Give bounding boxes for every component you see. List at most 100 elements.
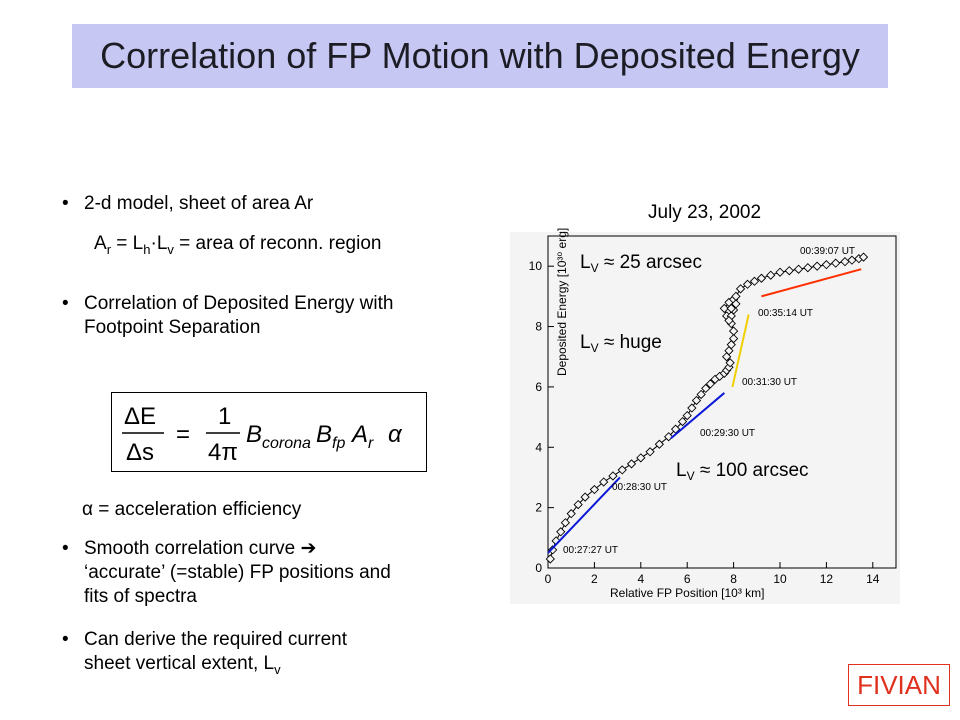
slide-title: Correlation of FP Motion with Deposited … bbox=[100, 35, 860, 76]
data-point bbox=[696, 389, 706, 400]
data-point bbox=[677, 416, 688, 427]
data-point bbox=[556, 527, 566, 537]
formula-b: B bbox=[246, 421, 262, 448]
formula-eq: = bbox=[176, 421, 190, 448]
fit-line bbox=[670, 392, 725, 439]
chart-points bbox=[545, 252, 869, 564]
data-point bbox=[793, 264, 804, 274]
data-point bbox=[803, 263, 813, 273]
formula-a-sub: r bbox=[368, 435, 374, 452]
formula-lhs-num: ΔE bbox=[124, 403, 156, 430]
x-tick-label: 8 bbox=[730, 572, 737, 586]
y-tick-label: 8 bbox=[535, 320, 542, 334]
data-point bbox=[766, 270, 776, 280]
formula-b2: B bbox=[316, 421, 332, 448]
formula-frac-num: 1 bbox=[218, 403, 231, 430]
plot-frame bbox=[547, 235, 897, 569]
data-point bbox=[705, 379, 716, 389]
x-tick-label: 4 bbox=[637, 572, 644, 586]
data-point bbox=[728, 326, 739, 336]
title-band: Correlation of FP Motion with Deposited … bbox=[72, 24, 888, 88]
data-point bbox=[589, 484, 600, 495]
lv-annotation-2: LV ≈ huge bbox=[580, 332, 662, 355]
data-point bbox=[608, 471, 618, 481]
time-label-4: 00:29:30 UT bbox=[700, 428, 755, 439]
data-point bbox=[812, 261, 822, 271]
fit-line bbox=[731, 314, 750, 388]
y-tick-label: 2 bbox=[535, 501, 542, 515]
formula-b-sub2: fp bbox=[332, 435, 345, 452]
data-point bbox=[719, 303, 729, 314]
chart-fit-lines bbox=[547, 268, 862, 554]
x-axis-label: Relative FP Position [10³ km] bbox=[610, 586, 765, 600]
data-point bbox=[545, 554, 555, 564]
data-point bbox=[664, 432, 674, 442]
y-tick-label: 4 bbox=[535, 440, 542, 454]
fit-line bbox=[547, 476, 621, 554]
data-point bbox=[691, 395, 702, 406]
formula-b-sub1: corona bbox=[262, 435, 311, 452]
data-point bbox=[831, 258, 841, 268]
alpha-definition: α = acceleration efficiency bbox=[82, 499, 302, 520]
data-point bbox=[847, 255, 857, 265]
x-tick-label: 0 bbox=[545, 572, 552, 586]
data-point bbox=[784, 266, 794, 276]
data-point bbox=[724, 315, 734, 326]
chart-title: July 23, 2002 bbox=[648, 202, 762, 223]
bullet-1-text: 2-d model, sheet of area Ar bbox=[84, 193, 314, 214]
bullet-1-sub: Ar = Lh·Lv = area of reconn. region bbox=[94, 233, 382, 257]
data-point bbox=[654, 439, 664, 449]
x-tick-label: 10 bbox=[773, 572, 787, 586]
data-point bbox=[701, 383, 711, 394]
data-point bbox=[858, 252, 869, 262]
fivian-badge: FIVIAN bbox=[848, 664, 950, 706]
y-tick-label: 6 bbox=[535, 380, 542, 394]
data-point bbox=[636, 453, 646, 463]
data-point bbox=[566, 509, 576, 519]
data-point bbox=[722, 352, 732, 362]
chart-labels: Deposited Energy [10³⁰ erg] Relative FP … bbox=[555, 228, 855, 600]
data-point bbox=[728, 333, 739, 344]
fit-line bbox=[761, 268, 862, 298]
time-label-3: 00:31:30 UT bbox=[742, 377, 797, 388]
formula-box: ΔE Δs = 1 4π B corona B fp A r α bbox=[111, 392, 427, 472]
y-tick-label: 0 bbox=[535, 561, 542, 575]
data-point bbox=[775, 267, 785, 277]
x-tick-label: 14 bbox=[866, 572, 880, 586]
data-point bbox=[742, 279, 753, 289]
data-point bbox=[735, 284, 746, 294]
formula-lhs-den: Δs bbox=[126, 439, 154, 466]
data-point bbox=[580, 492, 590, 502]
time-label-2: 00:35:14 UT bbox=[758, 308, 813, 319]
time-label-1: 00:39:07 UT bbox=[800, 246, 855, 257]
data-point bbox=[840, 257, 850, 267]
data-point bbox=[573, 499, 583, 510]
data-point bbox=[599, 477, 609, 487]
data-point bbox=[687, 403, 697, 413]
chart-panel bbox=[510, 232, 900, 604]
time-label-6: 00:27:27 UT bbox=[563, 545, 618, 556]
time-label-5: 00:28:30 UT bbox=[612, 482, 667, 493]
formula-frac-den: 4π bbox=[208, 439, 238, 466]
data-point bbox=[726, 303, 736, 314]
x-tick-label: 6 bbox=[684, 572, 691, 586]
chart-axes: 0 2 4 6 8 10 12 14 0 2 4 6 8 10 bbox=[529, 235, 897, 586]
lv-annotation-3: LV ≈ 100 arcsec bbox=[676, 460, 809, 483]
data-point bbox=[548, 545, 558, 555]
data-point bbox=[756, 273, 767, 283]
data-point bbox=[626, 459, 637, 469]
data-point bbox=[645, 447, 655, 457]
data-point bbox=[682, 410, 692, 421]
formula-a: A bbox=[350, 421, 368, 448]
y-axis-label: Deposited Energy [10³⁰ erg] bbox=[555, 228, 569, 376]
x-tick-label: 2 bbox=[591, 572, 598, 586]
lv-annotation-1: LV ≈ 25 arcsec bbox=[580, 252, 702, 275]
data-point bbox=[731, 291, 741, 302]
x-tick-label: 12 bbox=[820, 572, 834, 586]
data-point bbox=[749, 276, 760, 286]
data-point bbox=[821, 260, 832, 270]
data-point bbox=[725, 358, 735, 368]
formula-alpha: α bbox=[388, 421, 403, 448]
data-point bbox=[560, 518, 571, 528]
